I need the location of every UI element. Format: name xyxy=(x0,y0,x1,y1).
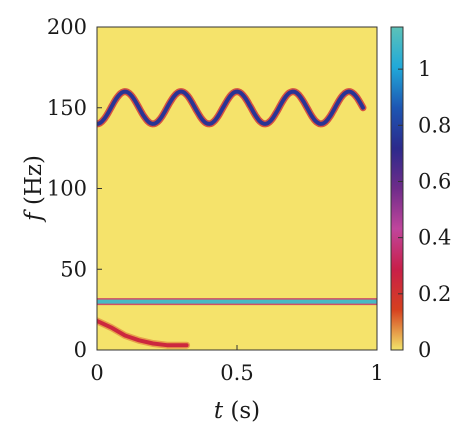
colorbar-tick-label: 1 xyxy=(418,57,431,81)
y-tick-label: 150 xyxy=(47,96,87,120)
y-axis: 0 50 100 150 200 xyxy=(47,15,102,362)
plot-area xyxy=(97,27,377,350)
y-axis-label: f (Hz) xyxy=(21,155,47,223)
y-tick-label: 50 xyxy=(60,257,87,281)
x-axis-label: t (s) xyxy=(214,398,260,424)
colorbar-tick-label: 0.6 xyxy=(418,169,451,193)
colorbar-tick-label: 0 xyxy=(418,338,431,362)
colorbar-ticks: 0 0.2 0.4 0.6 0.8 1 xyxy=(398,57,451,362)
y-tick-label: 200 xyxy=(47,15,87,39)
ridge-line xyxy=(97,318,189,348)
colorbar-tick-label: 0.4 xyxy=(418,226,451,250)
ridge-layer xyxy=(97,88,377,349)
x-tick-label: 1 xyxy=(370,361,383,385)
y-tick-label: 100 xyxy=(47,177,87,201)
colorbar xyxy=(390,26,404,351)
colorbar-tick-label: 0.8 xyxy=(418,113,451,137)
colorbar-tick-label: 0.2 xyxy=(418,282,451,306)
x-tick-label: 0 xyxy=(90,361,103,385)
x-axis: 0 0.5 1 xyxy=(90,345,384,385)
ridge-line xyxy=(97,89,365,126)
y-tick-label: 0 xyxy=(74,338,87,362)
x-tick-label: 0.5 xyxy=(220,361,253,385)
